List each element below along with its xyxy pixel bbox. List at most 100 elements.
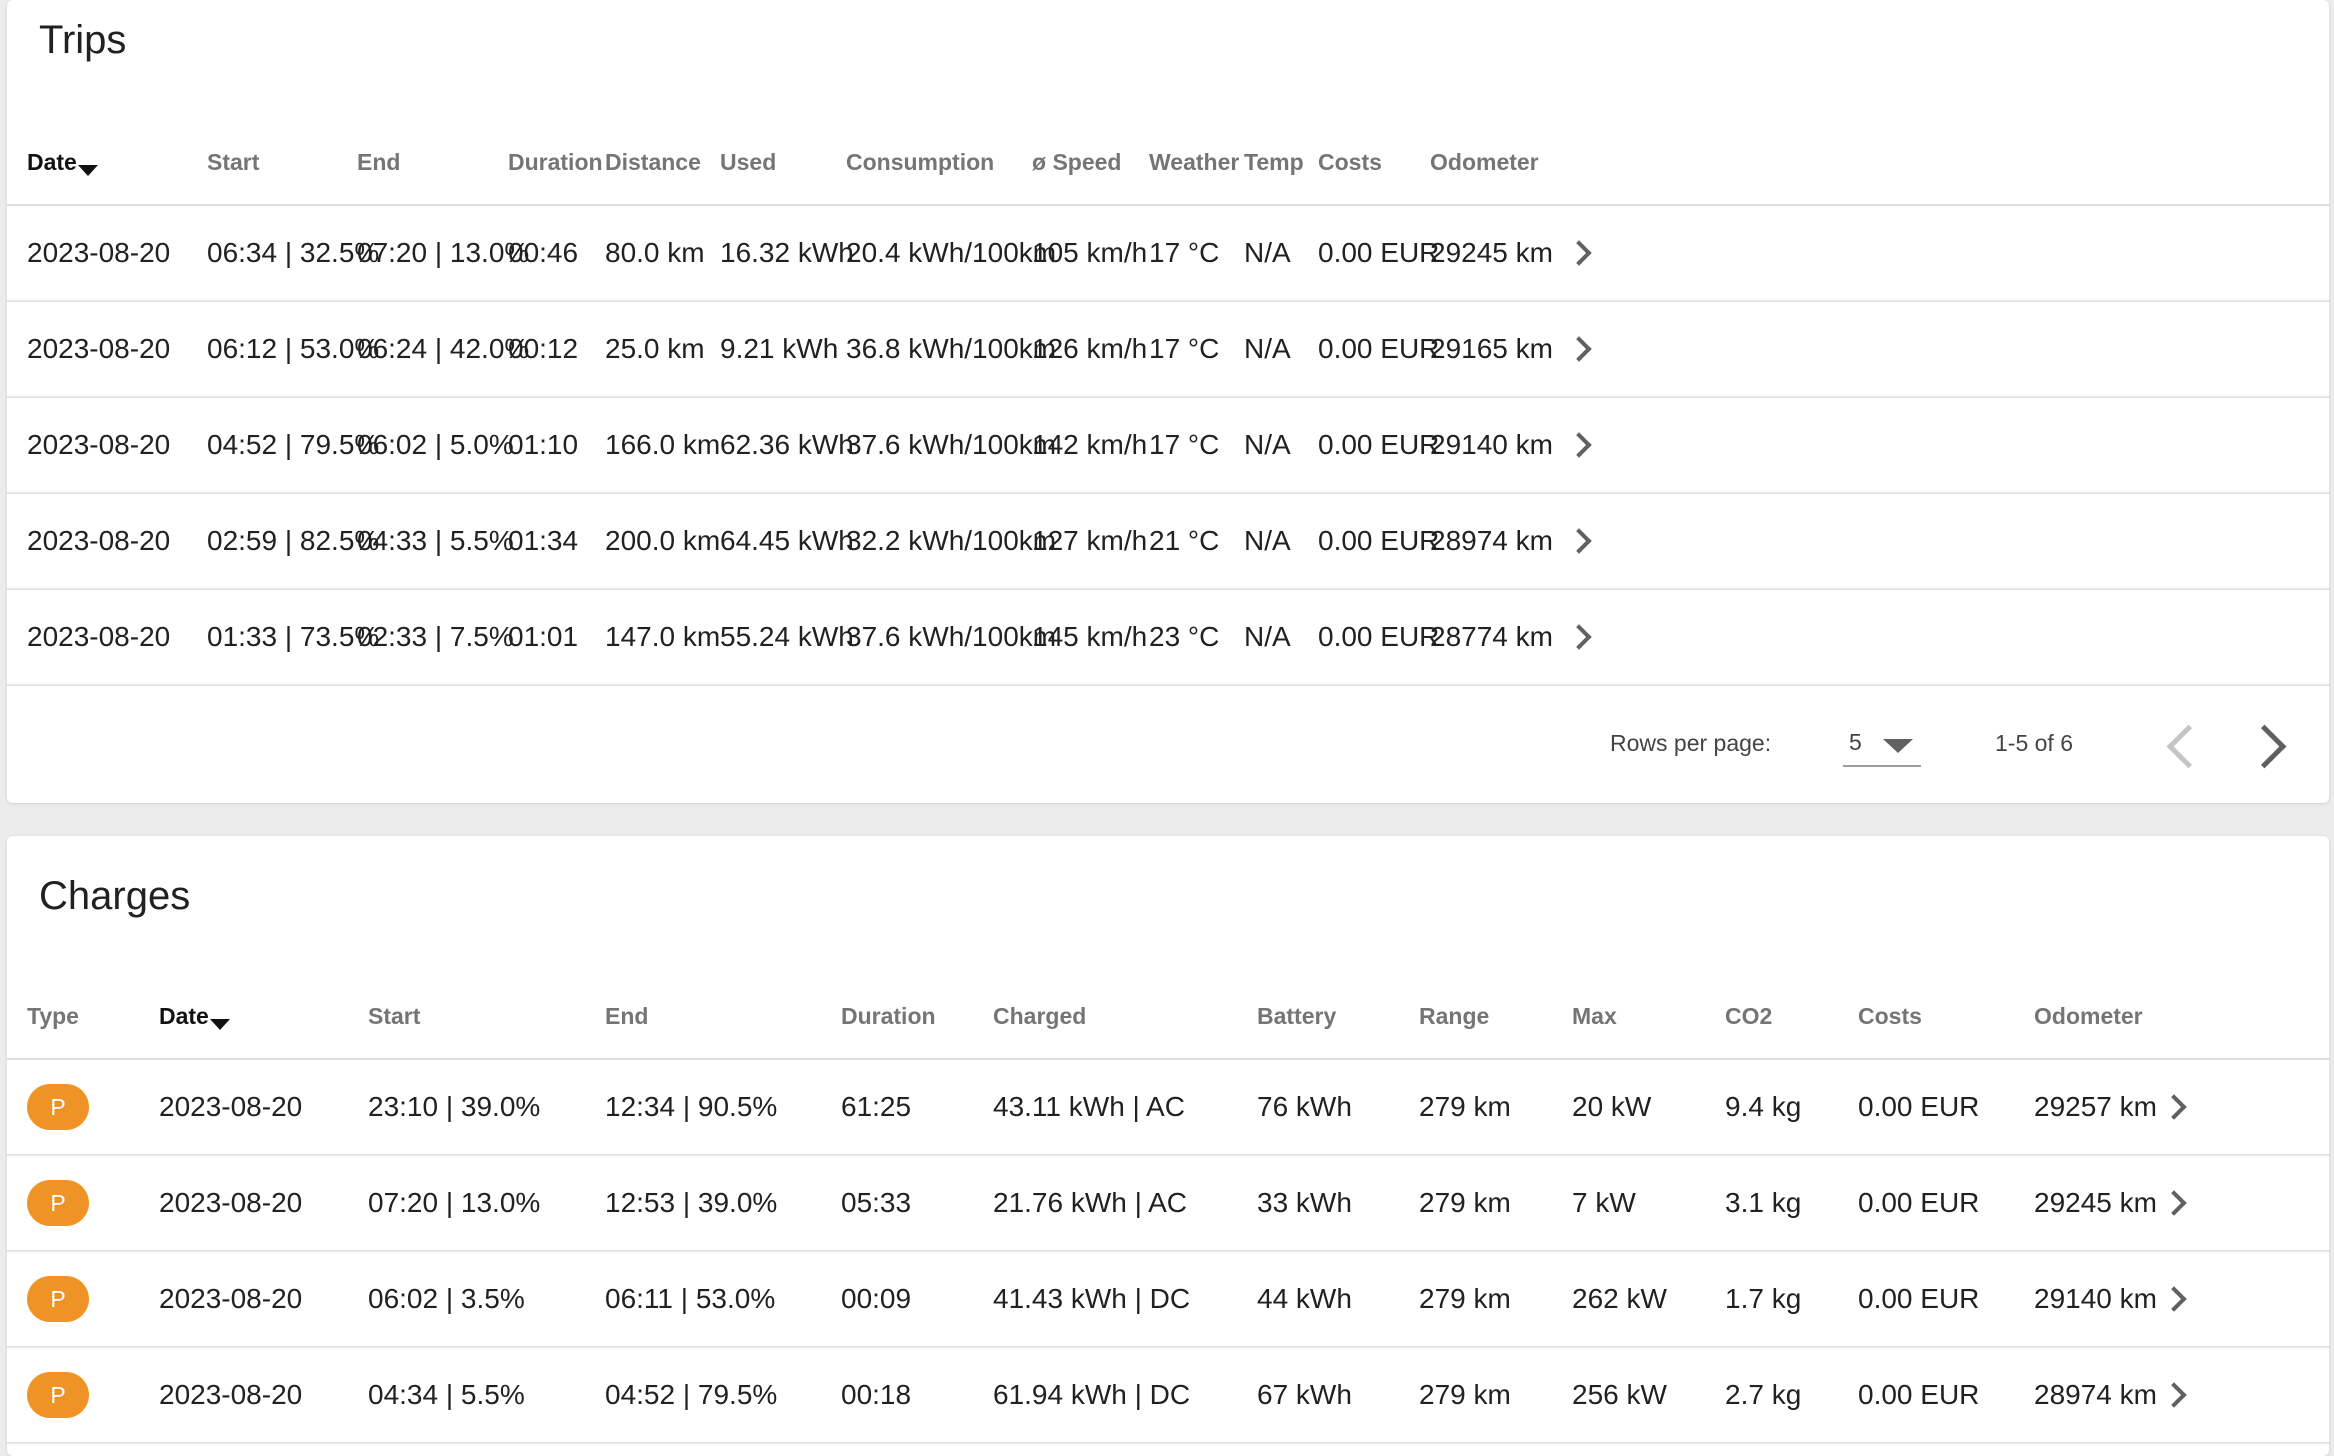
trips-header-temp[interactable]: Temp <box>1244 120 1318 205</box>
charges-header-costs[interactable]: Costs <box>1858 974 2034 1059</box>
cell-odometer: 28974 km <box>1430 525 1553 556</box>
row-open-button[interactable] <box>1566 205 2329 301</box>
row-open-button[interactable] <box>1566 493 2329 589</box>
column-label: Consumption <box>846 148 995 175</box>
cell-costs: 0.00 EUR <box>1318 429 1440 460</box>
column-label: Duration <box>841 1002 936 1029</box>
row-open-button[interactable] <box>2161 1155 2329 1251</box>
trips-row[interactable]: 2023-08-20 06:34 | 32.5% 07:20 | 13.0% 00:4… <box>7 205 2329 301</box>
cell-start: 07:20 | 13.0% <box>368 1187 541 1218</box>
cell-start: 01:33 | 73.5% <box>207 621 380 652</box>
charges-header-date[interactable]: Date <box>159 974 368 1059</box>
charges-header-range[interactable]: Range <box>1419 974 1572 1059</box>
trips-row[interactable]: 2023-08-20 02:59 | 82.5% 04:33 | 5.5% 01:34… <box>7 493 2329 589</box>
trips-header-end[interactable]: End <box>357 120 508 205</box>
cell-start: 06:12 | 53.0% <box>207 333 380 364</box>
charge-type-badge: P <box>27 1180 89 1226</box>
charges-row[interactable]: P 2023-08-20 04:34 | 5.5% 04:52 | 79.5% 00:1… <box>7 1347 2329 1443</box>
cell-duration: 61:25 <box>841 1091 912 1122</box>
charges-header-odometer[interactable]: Odometer <box>2034 974 2165 1059</box>
row-open-button[interactable] <box>2161 1347 2329 1443</box>
charges-header-max[interactable]: Max <box>1572 974 1725 1059</box>
cell-start: 04:34 | 5.5% <box>368 1379 525 1410</box>
charge-type-badge: P <box>27 1372 89 1418</box>
trips-header-duration[interactable]: Duration <box>508 120 605 205</box>
column-label: Duration <box>508 148 603 175</box>
charges-header-duration[interactable]: Duration <box>841 974 993 1059</box>
cell-weather: 17 °C <box>1149 333 1220 364</box>
charges-header-battery[interactable]: Battery <box>1257 974 1419 1059</box>
trips-header-odometer[interactable]: Odometer <box>1430 120 1570 205</box>
trips-row[interactable]: 2023-08-20 06:12 | 53.0% 06:24 | 42.0% 00:1… <box>7 301 2329 397</box>
charges-header-end[interactable]: End <box>605 974 841 1059</box>
chevron-left-icon <box>2166 724 2211 769</box>
cell-temp: N/A <box>1244 621 1291 652</box>
next-page-button[interactable] <box>2242 721 2291 769</box>
cell-odometer: 29140 km <box>2034 1283 2157 1314</box>
cell-end: 06:11 | 53.0% <box>605 1283 776 1314</box>
column-label: Start <box>207 148 260 175</box>
cell-start: 23:10 | 39.0% <box>368 1091 541 1122</box>
cell-used: 16.32 kWh <box>720 237 854 268</box>
charges-row[interactable]: P 2023-08-20 23:10 | 39.0% 12:34 | 90.5% 61:… <box>7 1059 2329 1155</box>
cell-distance: 166.0 km <box>605 429 721 460</box>
trips-card: Trips Date Start End Duration Distance Used Co… <box>7 0 2329 803</box>
charges-header-start[interactable]: Start <box>368 974 605 1059</box>
row-open-button[interactable] <box>1566 589 2329 685</box>
cell-odometer: 29245 km <box>2034 1187 2157 1218</box>
previous-page-button[interactable] <box>2159 721 2211 769</box>
trips-header-weather[interactable]: Weather <box>1149 120 1244 205</box>
trips-row[interactable]: 2023-08-20 04:52 | 79.5% 06:02 | 5.0% 01:10… <box>7 397 2329 493</box>
cell-charged: 43.11 kWh | AC <box>993 1091 1185 1122</box>
charges-header-charged[interactable]: Charged <box>993 974 1257 1059</box>
trips-header-date[interactable]: Date <box>7 120 207 205</box>
cell-date: 2023-08-20 <box>27 429 171 460</box>
cell-end: 06:02 | 5.0% <box>357 429 514 460</box>
cell-odometer: 28774 km <box>1430 621 1553 652</box>
cell-duration: 00:46 <box>508 237 579 268</box>
column-label: Date <box>159 1002 209 1029</box>
trips-row[interactable]: 2023-08-20 01:33 | 73.5% 02:33 | 7.5% 01:01… <box>7 589 2329 685</box>
cell-start: 04:52 | 79.5% <box>207 429 380 460</box>
charges-header-type[interactable]: Type <box>7 974 159 1059</box>
column-label: Date <box>27 148 77 175</box>
rows-per-page-value: 5 <box>1849 729 1862 755</box>
cell-consumption: 37.6 kWh/100km <box>846 429 1057 460</box>
charges-row[interactable]: P 2023-08-20 07:20 | 13.0% 12:53 | 39.0% 05:… <box>7 1155 2329 1251</box>
cell-used: 62.36 kWh <box>720 429 854 460</box>
cell-odometer: 29165 km <box>1430 333 1553 364</box>
row-open-button[interactable] <box>2161 1059 2329 1155</box>
cell-odometer: 28974 km <box>2034 1379 2157 1410</box>
cell-distance: 25.0 km <box>605 333 705 364</box>
cell-used: 64.45 kWh <box>720 525 854 556</box>
trips-header-consumption[interactable]: Consumption <box>846 120 1032 205</box>
cell-consumption: 37.6 kWh/100km <box>846 621 1057 652</box>
trips-header-speed[interactable]: ø Speed <box>1032 120 1149 205</box>
column-label: Distance <box>605 148 701 175</box>
trips-header-costs[interactable]: Costs <box>1318 120 1430 205</box>
cell-type: P <box>7 1251 159 1347</box>
row-open-button[interactable] <box>2161 1251 2329 1347</box>
charges-header-co2[interactable]: CO2 <box>1725 974 1858 1059</box>
chevron-right-icon <box>2161 1094 2187 1120</box>
trips-header-start[interactable]: Start <box>207 120 357 205</box>
cell-distance: 80.0 km <box>605 237 705 268</box>
column-label: Weather <box>1149 148 1240 175</box>
rows-per-page-select[interactable]: 5 <box>1843 719 1921 767</box>
chevron-right-icon <box>1566 336 1592 362</box>
trips-header-distance[interactable]: Distance <box>605 120 720 205</box>
cell-costs: 0.00 EUR <box>1318 621 1440 652</box>
cell-start: 06:02 | 3.5% <box>368 1283 525 1314</box>
row-open-button[interactable] <box>1566 397 2329 493</box>
cell-max: 7 kW <box>1572 1187 1636 1218</box>
cell-duration: 00:18 <box>841 1379 912 1410</box>
cell-date: 2023-08-20 <box>159 1187 303 1218</box>
row-open-button[interactable] <box>1566 301 2329 397</box>
charges-table: Type Date Start End Duration Charged Battery Ra… <box>7 974 2329 1444</box>
cell-date: 2023-08-20 <box>27 525 171 556</box>
cell-co2: 2.7 kg <box>1725 1379 1802 1410</box>
trips-header-used[interactable]: Used <box>720 120 846 205</box>
charges-row[interactable]: P 2023-08-20 06:02 | 3.5% 06:11 | 53.0% 00:0… <box>7 1251 2329 1347</box>
chevron-right-icon <box>1566 528 1592 554</box>
column-label: Type <box>27 1002 79 1029</box>
